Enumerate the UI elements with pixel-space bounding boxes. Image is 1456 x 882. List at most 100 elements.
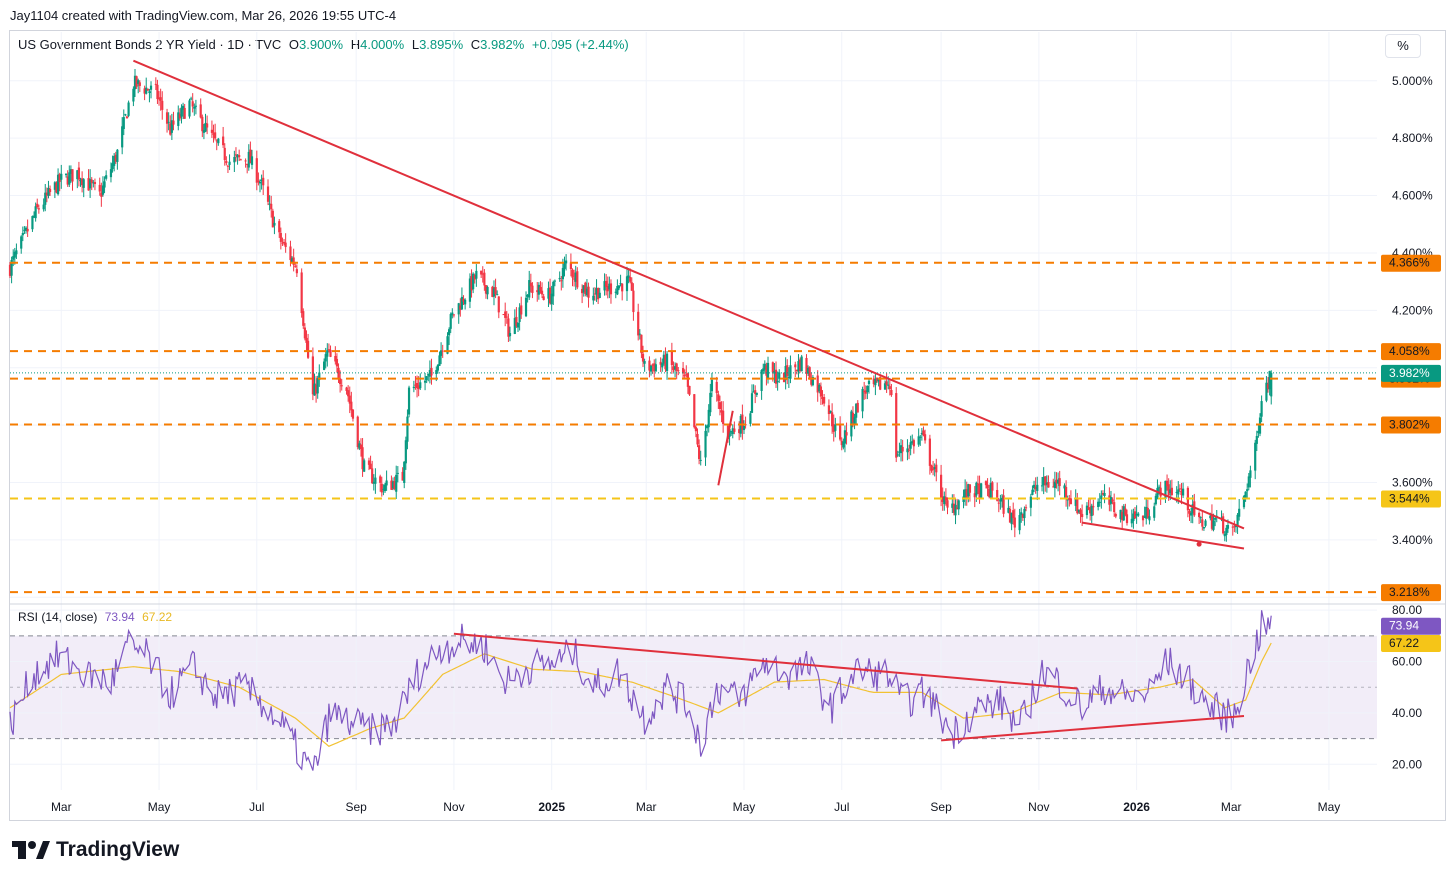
candle-body: [561, 267, 564, 280]
candle-body: [1154, 495, 1157, 505]
candle-body: [71, 169, 74, 182]
candle-body: [194, 105, 197, 107]
candle: [1032, 480, 1036, 493]
candle: [654, 358, 657, 372]
candle-body: [98, 184, 101, 192]
candle: [609, 279, 613, 304]
candle-body: [931, 469, 935, 471]
candle-body: [1113, 502, 1116, 512]
candle: [853, 413, 856, 430]
candle: [685, 365, 688, 378]
candle-body: [1047, 482, 1050, 488]
candle: [795, 369, 798, 375]
candle: [640, 334, 643, 359]
symbol-title[interactable]: US Government Bonds 2 YR Yield · 1D · TV…: [18, 37, 282, 52]
candle-body: [1135, 514, 1138, 516]
rsi-legend: RSI (14, close) 73.94 67.22: [18, 610, 172, 624]
candle-body: [582, 285, 585, 293]
candle-body: [648, 360, 651, 371]
candle: [169, 115, 172, 136]
candle-body: [1164, 480, 1167, 499]
candle: [233, 150, 236, 173]
candle-body: [597, 287, 600, 300]
candle: [1265, 376, 1268, 403]
candle-body: [183, 107, 186, 119]
candle: [246, 163, 249, 174]
candle: [210, 120, 214, 138]
candle: [449, 312, 452, 334]
candle: [550, 285, 553, 311]
candle: [608, 276, 611, 299]
candle-body: [574, 272, 577, 282]
candle: [576, 267, 579, 290]
candle-body: [640, 334, 643, 354]
rsi-title[interactable]: RSI (14, close): [18, 610, 98, 624]
candle: [452, 314, 456, 318]
candle: [665, 351, 669, 380]
candle: [520, 296, 523, 319]
candle-body: [181, 105, 185, 110]
candle-body: [26, 228, 29, 232]
candle: [494, 278, 497, 299]
candle: [694, 425, 698, 438]
candle: [885, 373, 888, 393]
candle: [1199, 516, 1202, 524]
open-value: 3.900%: [299, 37, 344, 52]
candle: [1132, 508, 1135, 529]
candle-body: [707, 409, 710, 428]
candle: [249, 141, 252, 164]
candle-body: [390, 480, 393, 490]
candle-body: [260, 179, 263, 181]
candle-body: [1159, 487, 1162, 497]
marker-dot: [1196, 541, 1202, 547]
candle-body: [677, 370, 680, 372]
percent-scale-button[interactable]: %: [1385, 34, 1421, 58]
candle-body: [997, 502, 1000, 504]
brand[interactable]: TradingView: [12, 838, 179, 862]
candle-body: [1198, 512, 1201, 518]
candle: [430, 358, 433, 385]
candle: [194, 99, 197, 115]
candle-body: [806, 368, 810, 374]
candle: [1124, 503, 1127, 517]
price-axis-tick: 5.000%: [1392, 74, 1433, 88]
candle: [177, 105, 180, 131]
candle: [832, 414, 835, 442]
candle: [214, 123, 217, 141]
candle: [585, 279, 589, 297]
candle: [875, 377, 879, 383]
candle: [121, 117, 124, 155]
candle: [1047, 475, 1050, 488]
candle-body: [148, 91, 151, 94]
candle-body: [888, 386, 891, 390]
candle-body: [766, 362, 770, 378]
candle-body: [973, 493, 976, 498]
candle-body: [750, 393, 754, 413]
candle-body: [55, 182, 58, 193]
candle-body: [789, 365, 792, 379]
candle: [178, 108, 181, 121]
candle: [1141, 515, 1145, 527]
brand-name: TradingView: [56, 838, 180, 861]
candle: [1029, 493, 1032, 517]
candle-body: [266, 186, 270, 202]
candle-body: [1244, 491, 1247, 499]
candle: [475, 264, 478, 287]
candle-body: [877, 378, 880, 382]
candle: [188, 98, 191, 119]
candle: [348, 386, 351, 414]
candle-body: [44, 192, 47, 205]
candle: [539, 281, 542, 294]
candle: [427, 373, 430, 382]
candle: [653, 359, 656, 378]
candle-body: [472, 273, 475, 290]
candle: [58, 172, 61, 192]
candle: [603, 273, 606, 296]
candle-body: [494, 287, 497, 295]
candle: [911, 434, 914, 445]
candle: [787, 367, 790, 389]
candle: [114, 151, 117, 164]
candle-body: [415, 382, 419, 388]
candle: [627, 268, 630, 284]
